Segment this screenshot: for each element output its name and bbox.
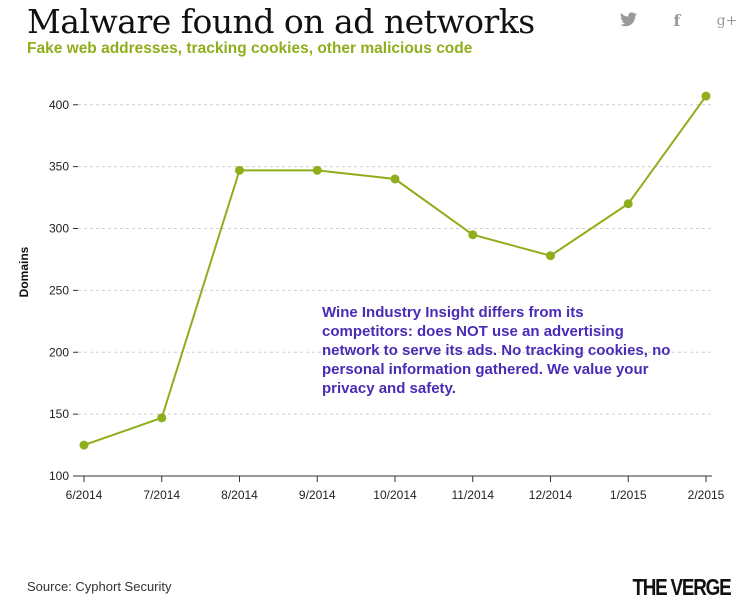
x-tick-label: 8/2014: [221, 488, 258, 502]
data-point: [468, 230, 478, 240]
axes: 100 150 200 250 300 350 400 6/2014 7/2014 8/2014 9…: [49, 98, 725, 502]
x-tick-label: 9/2014: [299, 488, 336, 502]
chart-title: Malware found on ad networks: [27, 2, 535, 41]
y-tick-label: 100: [49, 469, 69, 483]
y-tick-label: 150: [49, 407, 69, 421]
data-point: [546, 251, 555, 261]
data-point: [623, 199, 633, 209]
y-axis-label: Domains: [17, 246, 31, 297]
x-tick-label: 10/2014: [373, 488, 417, 502]
data-point: [235, 165, 244, 175]
twitter-icon: [619, 12, 637, 27]
data-point: [312, 165, 322, 175]
facebook-share-button[interactable]: f: [666, 10, 688, 32]
y-tick-label: 250: [49, 283, 69, 297]
chart-subtitle: Fake web addresses, tracking cookies, ot…: [27, 40, 473, 57]
y-tick-label: 350: [49, 160, 69, 174]
google-plus-icon: g+: [716, 13, 738, 29]
y-tick-label: 200: [49, 345, 69, 359]
facebook-icon: f: [673, 11, 681, 30]
y-tick-label: 400: [49, 98, 69, 112]
data-point: [79, 440, 89, 450]
annotation-note: Wine Industry Insight differs from its c…: [322, 304, 671, 397]
source-credit: Source: Cyphort Security: [27, 579, 172, 594]
x-tick-label: 2/2015: [688, 488, 725, 502]
google-plus-share-button[interactable]: g+: [716, 10, 738, 32]
x-tick-label: 12/2014: [529, 488, 573, 502]
grid: [78, 104, 712, 415]
y-tick-label: 300: [49, 222, 69, 236]
x-tick-label: 6/2014: [66, 488, 103, 502]
data-point: [157, 413, 167, 423]
x-tick-label: 1/2015: [610, 488, 647, 502]
brand-logo: THE VERGE: [632, 574, 731, 600]
x-tick-label: 11/2014: [452, 488, 495, 502]
twitter-share-button[interactable]: [617, 10, 639, 32]
data-point: [701, 91, 711, 101]
data-point: [390, 174, 400, 184]
series-domains: [79, 91, 711, 450]
x-tick-label: 7/2014: [143, 488, 180, 502]
